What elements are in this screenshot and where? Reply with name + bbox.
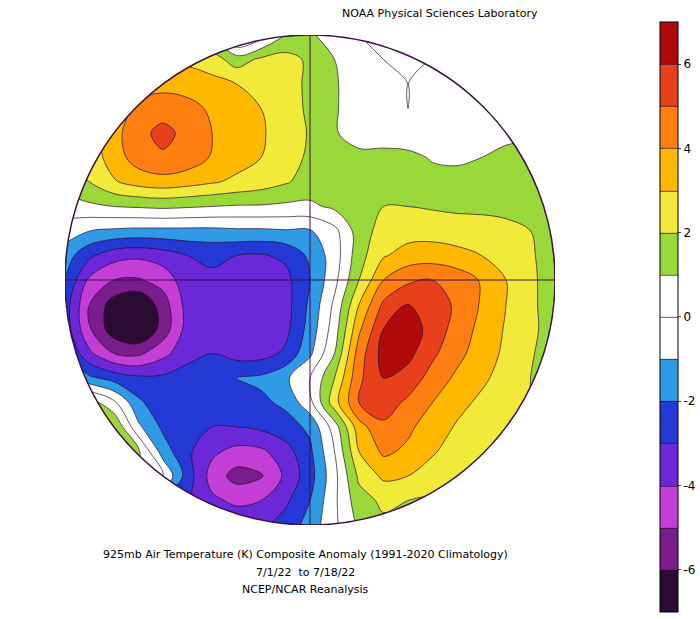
svg-text:NOAA Physical Sciences Laborat: NOAA Physical Sciences Laboratory [342, 7, 538, 20]
svg-text:-4: -4 [683, 479, 695, 493]
svg-text:0: 0 [683, 310, 691, 324]
svg-text:7/1/22 to 7/18/22: 7/1/22 to 7/18/22 [256, 566, 355, 579]
svg-text:2: 2 [683, 226, 691, 240]
svg-text:-2: -2 [683, 394, 695, 408]
svg-text:-6: -6 [683, 563, 695, 577]
svg-text:4: 4 [683, 142, 691, 156]
svg-text:6: 6 [683, 57, 691, 71]
svg-text:925mb Air Temperature (K) Comp: 925mb Air Temperature (K) Composite Anom… [103, 548, 508, 561]
svg-text:NCEP/NCAR Reanalysis: NCEP/NCAR Reanalysis [242, 583, 368, 596]
